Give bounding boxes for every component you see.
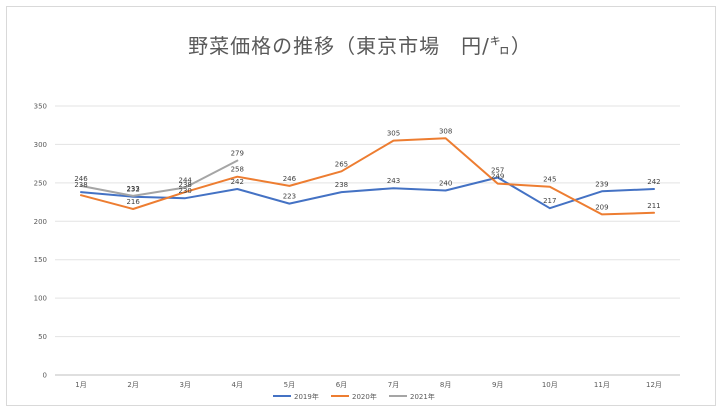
data-label: 209	[595, 203, 608, 211]
data-label: 265	[335, 160, 348, 168]
data-label: 216	[126, 198, 140, 206]
data-label: 245	[543, 176, 556, 184]
legend-label: 2020年	[352, 392, 377, 401]
data-label: 230	[179, 187, 192, 195]
data-label: 239	[595, 180, 608, 188]
y-tick-label: 0	[43, 372, 47, 380]
data-label: 308	[439, 127, 452, 135]
x-tick-label: 8月	[440, 381, 451, 389]
data-label: 238	[74, 181, 87, 189]
x-tick-label: 2月	[127, 381, 138, 389]
x-tick-label: 6月	[336, 381, 347, 389]
data-label: 238	[179, 181, 192, 189]
data-label: 246	[283, 175, 297, 183]
data-label: 257	[491, 166, 504, 174]
y-tick-label: 150	[34, 256, 47, 264]
x-tick-label: 9月	[492, 381, 503, 389]
x-tick-label: 7月	[388, 381, 399, 389]
data-label: 242	[647, 178, 660, 186]
data-label: 240	[439, 180, 452, 188]
y-tick-label: 50	[38, 333, 47, 341]
x-tick-label: 4月	[232, 381, 243, 389]
data-label: 238	[335, 181, 348, 189]
x-tick-label: 3月	[179, 381, 190, 389]
y-tick-label: 200	[34, 218, 47, 226]
data-label: 249	[491, 173, 504, 181]
data-label: 279	[231, 150, 244, 158]
data-label: 232	[126, 186, 139, 194]
data-label: 243	[387, 177, 400, 185]
data-label: 217	[543, 197, 556, 205]
series-line-2020年	[80, 137, 655, 216]
x-tick-label: 1月	[75, 381, 86, 389]
data-label: 246	[74, 175, 88, 183]
legend-label: 2021年	[410, 392, 435, 401]
data-label: 258	[231, 166, 244, 174]
y-tick-label: 300	[34, 141, 47, 149]
data-label: 244	[179, 176, 193, 184]
x-tick-label: 12月	[646, 381, 662, 389]
data-label: 242	[231, 178, 244, 186]
legend-label: 2019年	[294, 392, 319, 401]
chart-title: 野菜価格の推移（東京市場 円/㌔）	[188, 34, 532, 58]
y-tick-label: 250	[34, 179, 47, 187]
series-line-2021年	[80, 159, 239, 197]
x-tick-label: 10月	[542, 381, 558, 389]
y-tick-label: 100	[34, 295, 47, 303]
data-label: 305	[387, 130, 400, 138]
data-label: 233	[126, 185, 139, 193]
x-tick-label: 5月	[284, 381, 295, 389]
data-label: 211	[647, 202, 660, 210]
series-line-2019年	[80, 176, 655, 210]
y-tick-label: 350	[34, 103, 47, 111]
x-tick-label: 11月	[594, 381, 610, 389]
data-label: 223	[283, 193, 296, 201]
